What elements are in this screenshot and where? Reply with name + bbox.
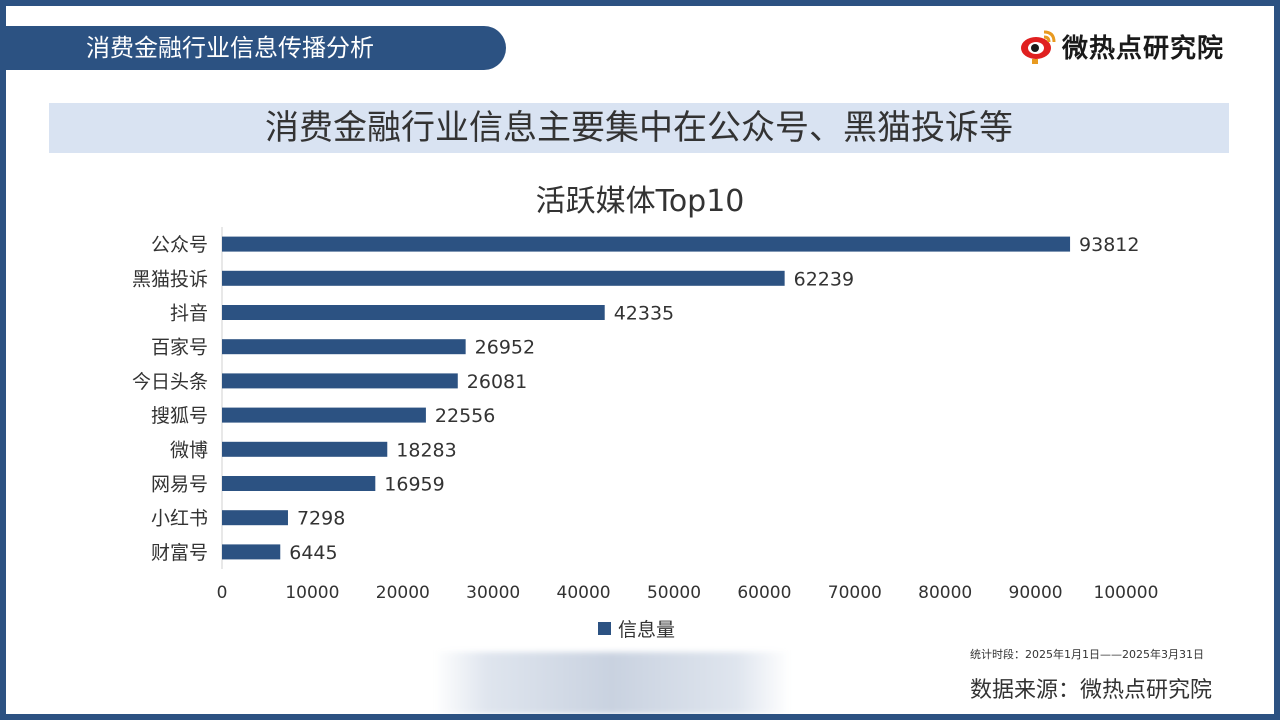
category-label: 财富号 (151, 542, 208, 564)
legend-swatch (598, 622, 611, 635)
category-label: 微博 (170, 439, 208, 461)
bar (222, 236, 1071, 252)
category-label: 百家号 (151, 337, 208, 359)
headline-banner: 消费金融行业信息主要集中在公众号、黑猫投诉等 (49, 103, 1229, 153)
x-tick-label: 10000 (285, 583, 339, 603)
statistics-period: 统计时段：2025年1月1日——2025年3月31日 (970, 648, 1204, 661)
category-label: 公众号 (151, 234, 208, 256)
bar (222, 510, 288, 526)
legend-label: 信息量 (618, 619, 675, 641)
blurred-watermark (434, 652, 790, 714)
x-tick-label: 80000 (918, 583, 972, 603)
bar (222, 305, 605, 320)
data-label: 22556 (435, 405, 495, 427)
category-label: 网易号 (151, 474, 208, 496)
category-label: 小红书 (151, 508, 208, 530)
x-tick-label: 20000 (376, 583, 430, 603)
x-tick-label: 30000 (466, 583, 520, 603)
logo: 微热点研究院 (1018, 24, 1248, 68)
x-tick-label: 50000 (647, 583, 701, 603)
data-label: 93812 (1079, 234, 1139, 256)
data-label: 16959 (384, 474, 444, 496)
x-tick-label: 70000 (828, 583, 882, 603)
data-label: 26952 (475, 337, 535, 359)
bar (222, 476, 376, 491)
category-label: 搜狐号 (151, 405, 208, 427)
bar (222, 373, 458, 389)
logo-text: 微热点研究院 (1062, 33, 1225, 64)
data-label: 18283 (396, 439, 456, 461)
bar-chart: 公众号 93812 黑猫投诉 62239 抖音 42335 百家号 26952 今日头条 2608… (132, 227, 1159, 641)
x-tick-label: 90000 (1009, 583, 1063, 603)
section-title: 消费金融行业信息传播分析 (6, 26, 506, 70)
x-tick-label: 40000 (557, 583, 611, 603)
category-label: 黑猫投诉 (132, 268, 208, 290)
slide: 消费金融行业信息传播分析 微热点研究院 消费金融行业信息主要集中在公众号、黑猫投… (6, 6, 1274, 714)
data-label: 26081 (467, 371, 527, 393)
bar (222, 270, 785, 286)
data-source: 数据来源：微热点研究院 (970, 678, 1213, 703)
category-label: 今日头条 (132, 371, 208, 393)
bar (222, 544, 281, 560)
x-tick-label: 0 (217, 583, 228, 603)
x-tick-label: 100000 (1094, 583, 1159, 603)
chart-title: 活跃媒体Top10 (535, 184, 745, 219)
bar (222, 407, 426, 423)
category-label: 抖音 (170, 303, 208, 325)
weibo-eye-icon (1021, 30, 1056, 64)
data-label: 62239 (794, 268, 854, 290)
bar (222, 441, 388, 457)
bar (222, 339, 466, 355)
data-label: 7298 (297, 508, 345, 530)
data-label: 6445 (289, 542, 337, 564)
x-tick-label: 60000 (737, 583, 791, 603)
data-label: 42335 (614, 303, 674, 325)
